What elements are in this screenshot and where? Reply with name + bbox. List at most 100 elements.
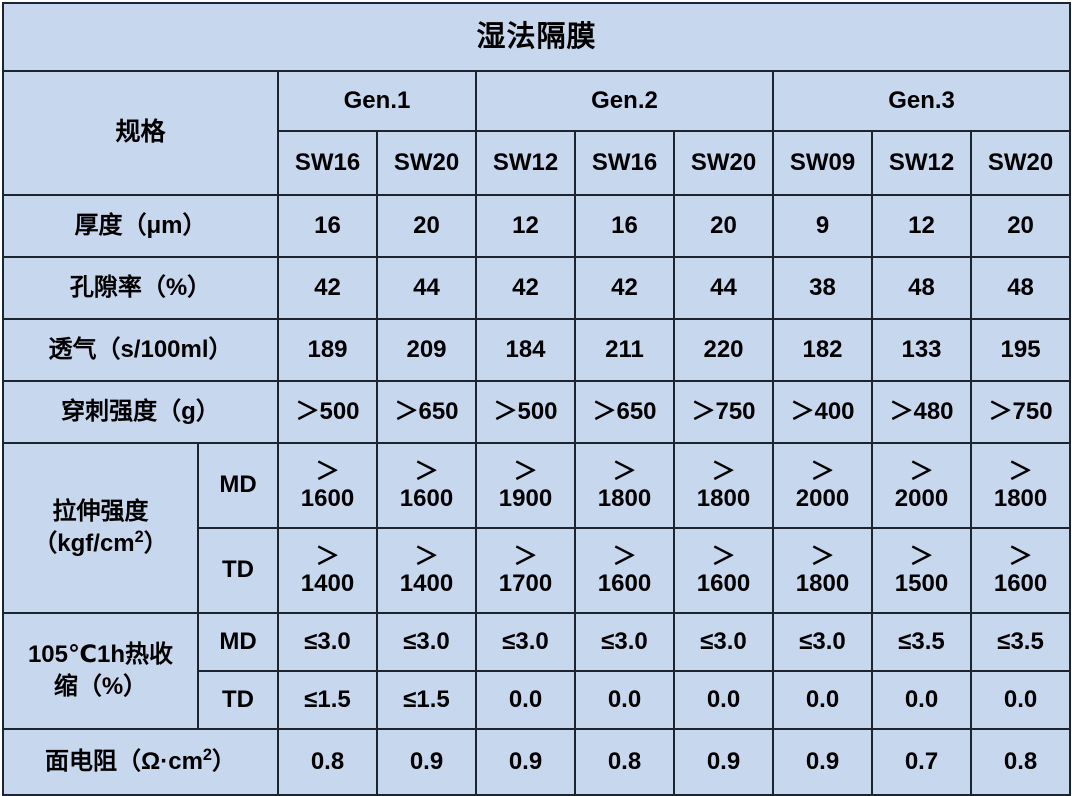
row-label-thermal-shrinkage: 105℃1h热收 缩（%） [2, 612, 199, 730]
cell-air-permeability-0: 189 [277, 318, 378, 382]
resistance-label-superscript: 2 [202, 745, 212, 764]
cell-puncture-strength-2: ＞500 [475, 380, 576, 444]
table-title: 湿法隔膜 [1, 2, 1072, 72]
cell-resistance-7: 0.8 [969, 728, 1072, 796]
cell-tensile-td-5: ＞ 1800 [772, 527, 873, 614]
cell-resistance-2: 0.9 [475, 728, 576, 796]
cell-puncture-strength-4: ＞750 [673, 380, 774, 444]
gt-symbol: ＞ [612, 457, 637, 485]
gt-symbol: ＞ [1008, 457, 1033, 485]
gt-symbol: ＞ [315, 542, 340, 570]
gt-symbol: ＞ [711, 457, 736, 485]
model-header-4: SW20 [673, 130, 774, 196]
gt-symbol: ＞ [909, 457, 934, 485]
cell-resistance-5: 0.9 [772, 728, 873, 796]
cell-puncture-strength-7: ＞750 [969, 380, 1072, 444]
cell-shrinkage-md-5: ≤3.0 [772, 612, 873, 672]
table-row: 穿刺强度（g） ＞500 ＞650 ＞500 ＞650 ＞750 ＞400 ＞4… [2, 380, 1072, 444]
cell-thickness-3: 16 [574, 194, 675, 258]
gt-symbol: ＞ [711, 542, 736, 570]
cell-puncture-strength-0: ＞500 [277, 380, 378, 444]
cell-puncture-strength-3: ＞650 [574, 380, 675, 444]
cell-tensile-td-3: ＞ 1600 [574, 527, 675, 614]
model-header-7: SW20 [969, 130, 1072, 196]
model-header-3: SW16 [574, 130, 675, 196]
gt-symbol: ＞ [810, 457, 835, 485]
cell-shrinkage-md-1: ≤3.0 [376, 612, 477, 672]
table-title-row: 湿法隔膜 [1, 2, 1072, 72]
cell-tensile-md-5: ＞ 2000 [772, 442, 873, 529]
generation-header-gen1: Gen.1 [277, 70, 477, 132]
cell-tensile-td-6: ＞ 1500 [871, 527, 972, 614]
cell-tensile-md-0: ＞ 1600 [277, 442, 378, 529]
cell-air-permeability-1: 209 [376, 318, 477, 382]
cell-shrinkage-td-7: 0.0 [969, 670, 1072, 730]
cell-thickness-5: 9 [772, 194, 873, 258]
row-label-surface-resistance: 面电阻（Ω·cm2） [2, 728, 279, 796]
table-row: TD ＞ 1400 ＞ 1400 ＞ 1700 ＞ 1600 ＞ 1600 ＞ 1800 ＞… [3, 527, 1072, 614]
cell-air-permeability-4: 220 [673, 318, 774, 382]
cell-thickness-1: 20 [376, 194, 477, 258]
resistance-label-suffix: ） [212, 747, 236, 775]
cell-thickness-6: 12 [871, 194, 972, 258]
direction-label-td-shrinkage: TD [197, 670, 279, 730]
cell-porosity-1: 44 [376, 256, 477, 320]
cell-tensile-td-4: ＞ 1600 [673, 527, 774, 614]
cell-tensile-md-4: ＞ 1800 [673, 442, 774, 529]
tensile-label-superscript: 2 [134, 528, 144, 546]
model-header-6: SW12 [871, 130, 972, 196]
cell-puncture-strength-5: ＞400 [772, 380, 873, 444]
generation-header-gen2: Gen.2 [475, 70, 774, 132]
gt-symbol: ＞ [909, 542, 934, 570]
cell-shrinkage-md-3: ≤3.0 [574, 612, 675, 672]
table-row: TD ≤1.5 ≤1.5 0.0 0.0 0.0 0.0 0.0 0.0 [3, 670, 1072, 730]
table-row: 面电阻（Ω·cm2） 0.8 0.9 0.9 0.8 0.9 0.9 0.7 0… [2, 728, 1072, 796]
direction-label-md-shrinkage: MD [197, 612, 279, 672]
cell-resistance-4: 0.9 [673, 728, 774, 796]
resistance-label-prefix: 面电阻（Ω·cm [45, 747, 203, 775]
cell-tensile-td-1: ＞ 1400 [376, 527, 477, 614]
cell-thickness-7: 20 [969, 194, 1072, 258]
cell-porosity-7: 48 [969, 256, 1072, 320]
cell-air-permeability-7: 195 [969, 318, 1072, 382]
table-row: 厚度（μm） 16 20 12 16 20 9 12 20 [2, 194, 1072, 258]
row-label-thickness: 厚度（μm） [2, 194, 279, 258]
table-row: 透气（s/100ml） 189 209 184 211 220 182 133 … [2, 318, 1072, 382]
tensile-label-line2: （kgf/cm [33, 530, 135, 557]
row-label-porosity: 孔隙率（%） [2, 256, 279, 320]
tensile-label-line2-end: ） [143, 530, 168, 557]
cell-tensile-td-0: ＞ 1400 [277, 527, 378, 614]
cell-tensile-md-1: ＞ 1600 [376, 442, 477, 529]
cell-resistance-3: 0.8 [574, 728, 675, 796]
cell-thickness-2: 12 [475, 194, 576, 258]
cell-shrinkage-md-0: ≤3.0 [277, 612, 378, 672]
generation-header-row: 规格 Gen.1 Gen.2 Gen.3 [2, 70, 1072, 196]
cell-shrinkage-td-1: ≤1.5 [376, 670, 477, 730]
cell-shrinkage-td-2: 0.0 [475, 670, 576, 730]
shrinkage-label-line1: 105℃1h热收 [27, 641, 174, 669]
cell-resistance-0: 0.8 [277, 728, 378, 796]
cell-shrinkage-md-7: ≤3.5 [969, 612, 1072, 672]
tensile-label-line1: 拉伸强度 [52, 498, 149, 526]
table-row: 105℃1h热收 缩（%） MD ≤3.0 ≤3.0 ≤3.0 ≤3.0 ≤3.… [2, 612, 1072, 730]
cell-porosity-0: 42 [277, 256, 378, 320]
model-header-5: SW09 [772, 130, 873, 196]
gt-symbol: ＞ [513, 542, 538, 570]
cell-thickness-4: 20 [673, 194, 774, 258]
table-row: 孔隙率（%） 42 44 42 42 44 38 48 48 [2, 256, 1072, 320]
cell-shrinkage-md-6: ≤3.5 [871, 612, 972, 672]
cell-porosity-4: 44 [673, 256, 774, 320]
cell-puncture-strength-1: ＞650 [376, 380, 477, 444]
cell-air-permeability-2: 184 [475, 318, 576, 382]
cell-tensile-td-7: ＞ 1600 [969, 527, 1072, 614]
cell-shrinkage-td-6: 0.0 [871, 670, 972, 730]
cell-tensile-md-3: ＞ 1800 [574, 442, 675, 529]
row-label-tensile-strength: 拉伸强度 （kgf/cm2） [2, 442, 199, 614]
table-row: 拉伸强度 （kgf/cm2） MD ＞ 1600 ＞ 1600 ＞ 1900 ＞ 180… [2, 442, 1072, 614]
shrinkage-label-line2: 缩（%） [53, 673, 148, 700]
model-header-row: SW16 SW20 SW12 SW16 SW20 SW09 SW12 SW20 [3, 130, 1072, 196]
cell-tensile-td-2: ＞ 1700 [475, 527, 576, 614]
cell-tensile-md-7: ＞ 1800 [969, 442, 1072, 529]
generation-header-gen3: Gen.3 [771, 70, 1072, 132]
gt-symbol: ＞ [612, 542, 637, 570]
